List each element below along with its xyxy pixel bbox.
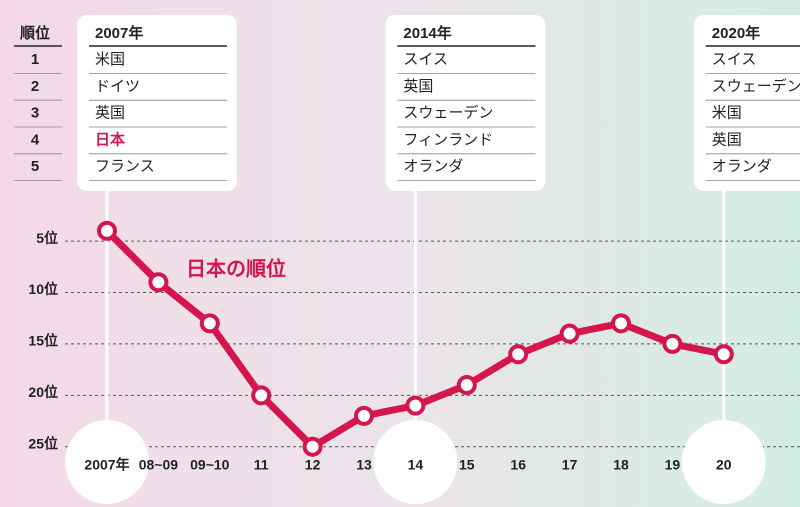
callout-box bbox=[77, 15, 237, 191]
data-point bbox=[713, 344, 734, 365]
callout-item: 英国 bbox=[712, 130, 742, 148]
callout-box bbox=[693, 15, 800, 191]
data-point bbox=[97, 220, 117, 241]
x-tick-label: 19 bbox=[665, 457, 681, 473]
callout-item: スイス bbox=[403, 51, 448, 68]
rank-number: 5 bbox=[31, 158, 39, 175]
x-highlight-circle bbox=[65, 420, 149, 504]
rank-header: 順位 bbox=[19, 24, 50, 42]
data-point bbox=[251, 385, 272, 406]
callout-item: 英国 bbox=[95, 104, 125, 122]
callout-item: ドイツ bbox=[95, 78, 140, 95]
x-tick-label: 15 bbox=[459, 457, 475, 473]
x-tick-label: 13 bbox=[356, 457, 372, 473]
data-point bbox=[405, 395, 426, 416]
data-point bbox=[611, 313, 631, 334]
callout-item: スウェーデン bbox=[712, 77, 800, 95]
callout-item: 米国 bbox=[712, 105, 742, 122]
rank-number: 3 bbox=[31, 105, 39, 122]
data-point bbox=[508, 344, 529, 365]
x-tick-label: 17 bbox=[562, 457, 578, 473]
x-tick-label: 16 bbox=[510, 457, 526, 473]
x-tick-label: 09~10 bbox=[190, 457, 230, 473]
data-point bbox=[354, 405, 374, 426]
series-label: 日本の順位 bbox=[186, 256, 286, 280]
callout-title: 2007年 bbox=[95, 24, 143, 42]
x-tick-label: 20 bbox=[716, 457, 732, 473]
callout-item: 米国 bbox=[95, 51, 125, 68]
data-point bbox=[456, 375, 477, 396]
callout-item: スイス bbox=[712, 51, 757, 68]
x-tick-label: 11 bbox=[254, 457, 269, 473]
data-point bbox=[199, 313, 220, 334]
callout-item: オランダ bbox=[712, 158, 772, 175]
y-tick-label: 25位 bbox=[28, 435, 58, 451]
x-highlight-circle bbox=[373, 420, 458, 504]
y-tick-label: 15位 bbox=[28, 333, 58, 349]
callout-item: 英国 bbox=[403, 77, 433, 95]
callout-item: スウェーデン bbox=[403, 104, 493, 122]
callout-item: フィンランド bbox=[403, 131, 493, 148]
x-tick-label: 08~09 bbox=[139, 457, 179, 473]
y-tick-label: 5位 bbox=[36, 230, 58, 246]
callout-item: オランダ bbox=[403, 158, 463, 175]
data-point bbox=[662, 333, 683, 354]
callout-item: フランス bbox=[95, 158, 155, 175]
callout-item: 日本 bbox=[95, 130, 125, 148]
data-point bbox=[559, 323, 580, 344]
callout-box bbox=[385, 15, 546, 191]
y-tick-label: 20位 bbox=[28, 384, 58, 400]
callout-title: 2014年 bbox=[403, 24, 451, 42]
x-tick-label: 14 bbox=[408, 457, 424, 473]
x-tick-label: 2007年 bbox=[84, 457, 129, 473]
rank-number: 4 bbox=[31, 131, 40, 148]
callout-title: 2020年 bbox=[712, 24, 760, 42]
data-point bbox=[302, 436, 323, 457]
x-tick-label: 18 bbox=[613, 457, 629, 473]
x-tick-label: 12 bbox=[305, 457, 321, 473]
y-tick-label: 10位 bbox=[28, 281, 58, 297]
rank-number: 2 bbox=[31, 78, 39, 95]
rank-number: 1 bbox=[31, 51, 39, 68]
data-point bbox=[148, 272, 169, 293]
x-highlight-circle bbox=[681, 420, 766, 504]
